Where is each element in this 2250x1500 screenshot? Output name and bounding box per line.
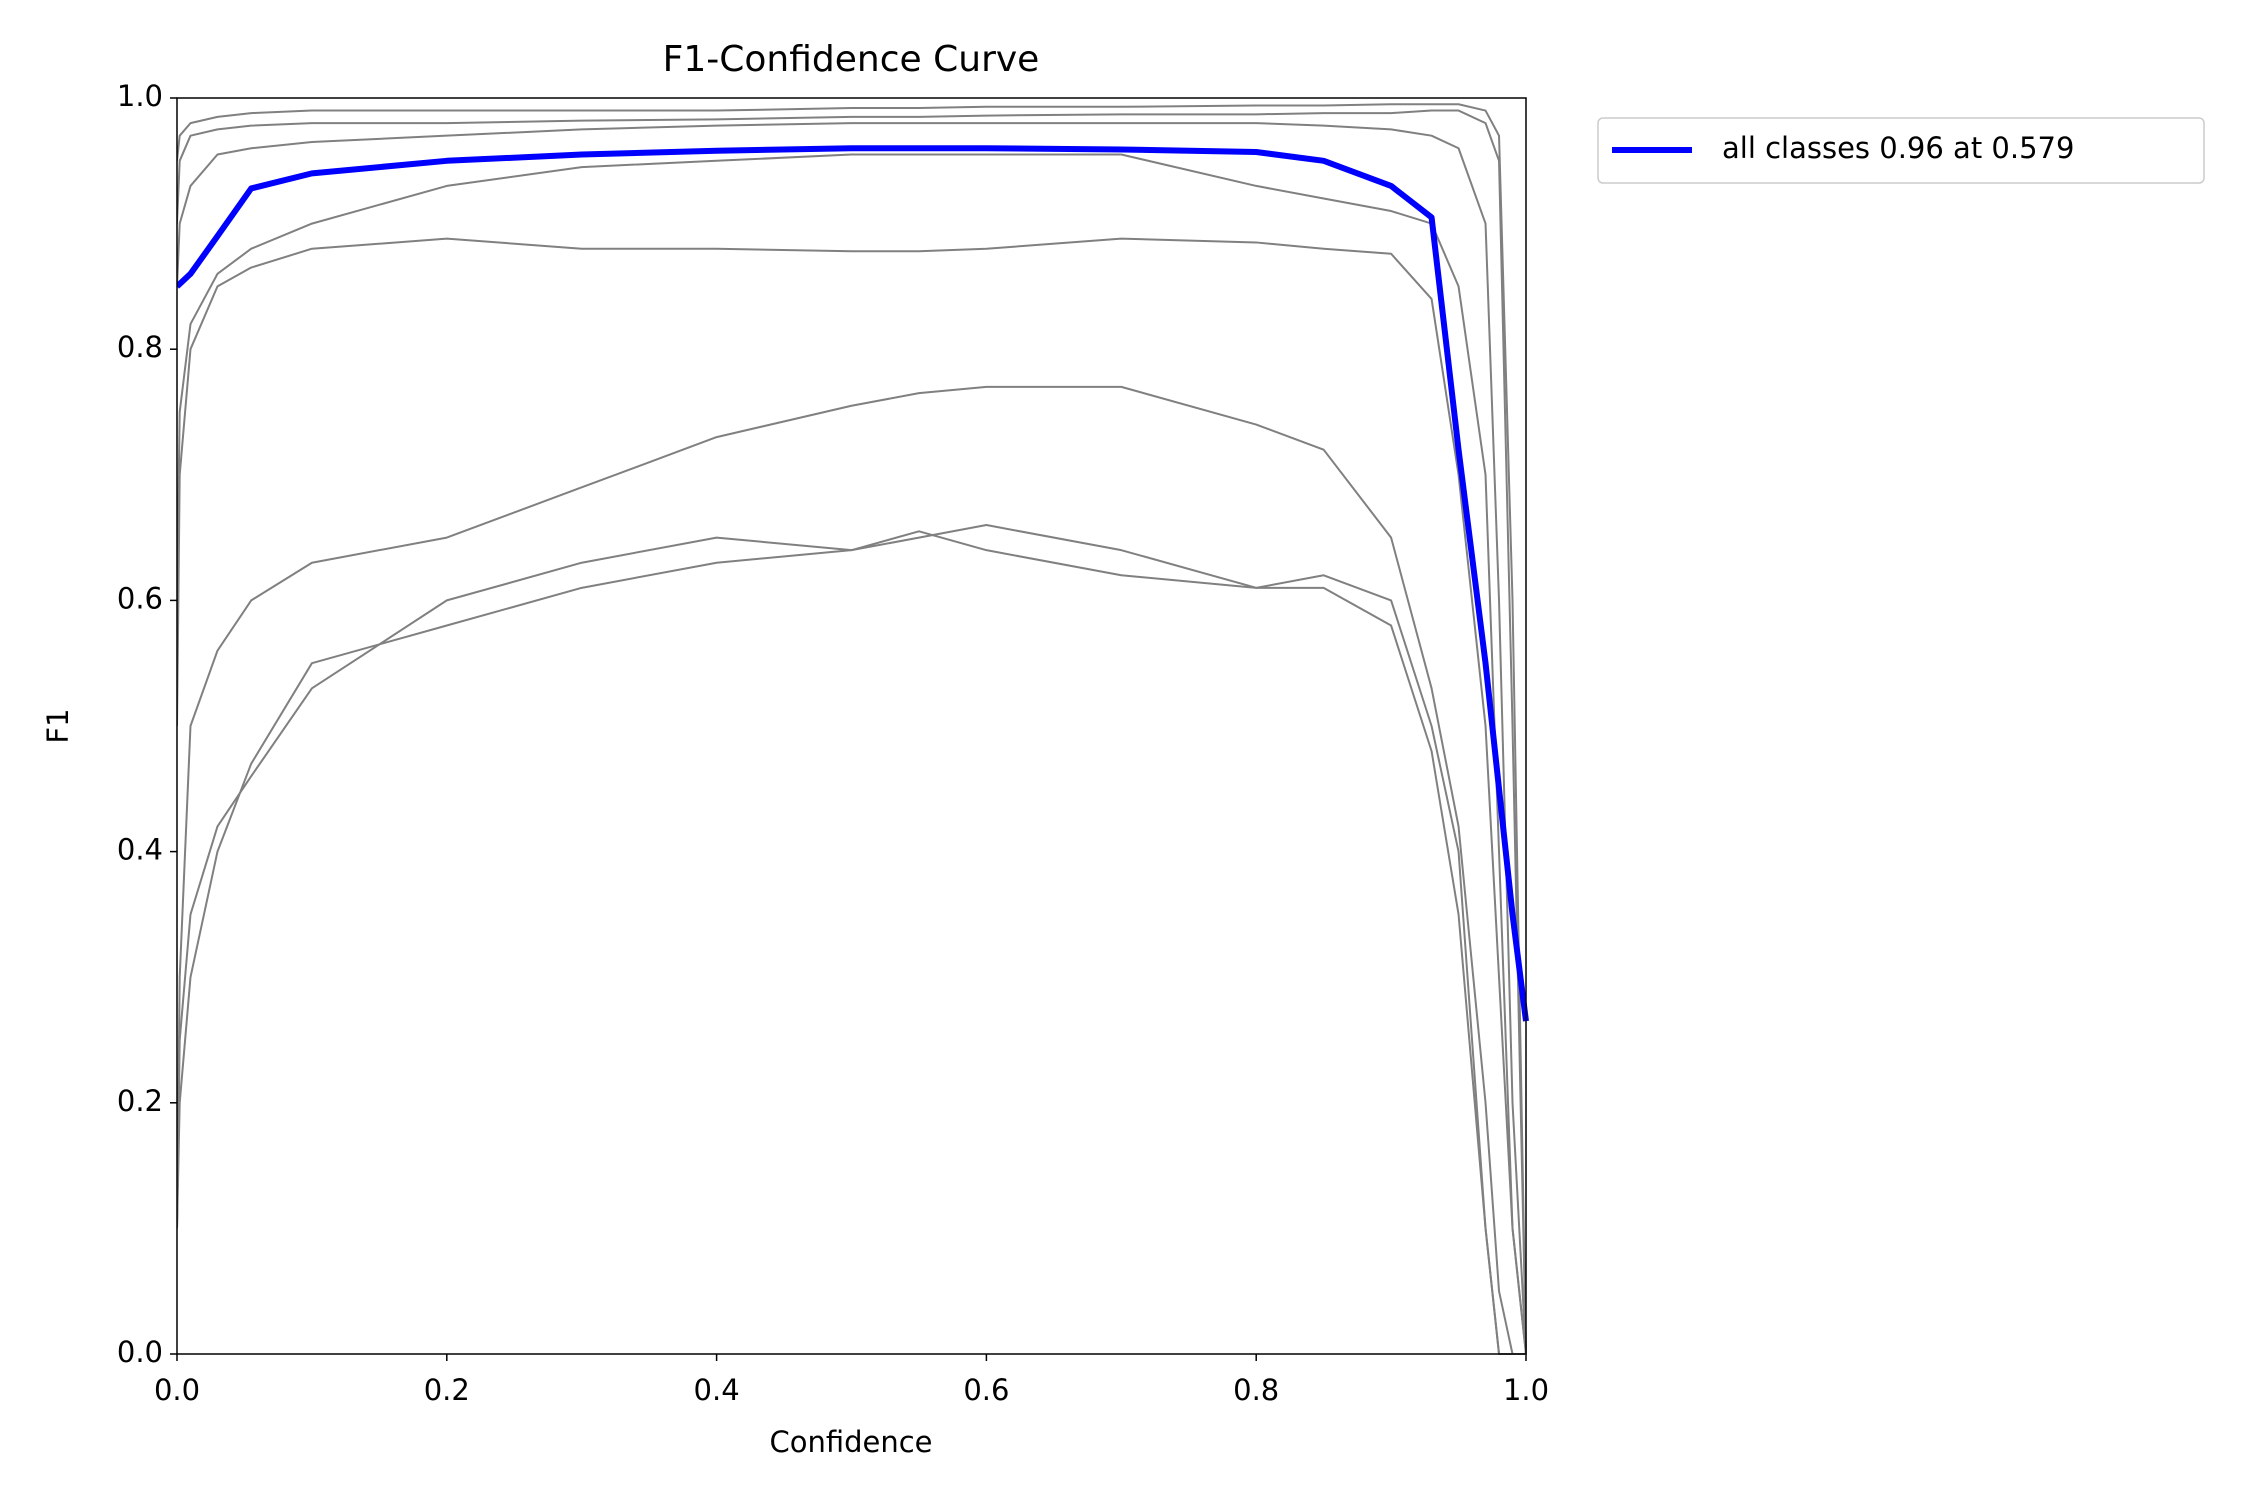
y-tick-label: 0.8 xyxy=(117,330,163,364)
x-tick-label: 0.6 xyxy=(963,1373,1009,1407)
legend-label: all classes 0.96 at 0.579 xyxy=(1722,131,2074,165)
series-line xyxy=(177,385,1526,1355)
y-tick-label: 1.0 xyxy=(117,79,163,113)
x-tick-label: 1.0 xyxy=(1503,1373,1549,1407)
axes-frame xyxy=(176,97,1527,1355)
series-line xyxy=(177,122,1527,1355)
series-line xyxy=(177,109,1527,1355)
series-line xyxy=(177,237,1527,1355)
y-tick-label: 0.6 xyxy=(117,581,163,615)
y-tick-label: 0.2 xyxy=(117,1084,163,1118)
x-tick-label: 0.0 xyxy=(154,1373,200,1407)
series-line xyxy=(177,103,1527,1355)
y-tick-label: 0.0 xyxy=(117,1335,163,1369)
legend-box xyxy=(1597,117,2205,184)
y-axis-label: F1 xyxy=(41,708,75,743)
series-line xyxy=(177,524,1526,1355)
series-line-all xyxy=(177,145,1529,1022)
x-tick-label: 0.8 xyxy=(1233,1373,1279,1407)
series-line xyxy=(177,530,1526,1355)
x-tick-label: 0.2 xyxy=(424,1373,470,1407)
y-tick-label: 0.4 xyxy=(117,833,163,867)
chart-title: F1-Confidence Curve xyxy=(663,39,1040,80)
x-tick-label: 0.4 xyxy=(694,1373,740,1407)
x-axis-label: Confidence xyxy=(769,1425,932,1459)
series-line xyxy=(177,153,1527,1355)
